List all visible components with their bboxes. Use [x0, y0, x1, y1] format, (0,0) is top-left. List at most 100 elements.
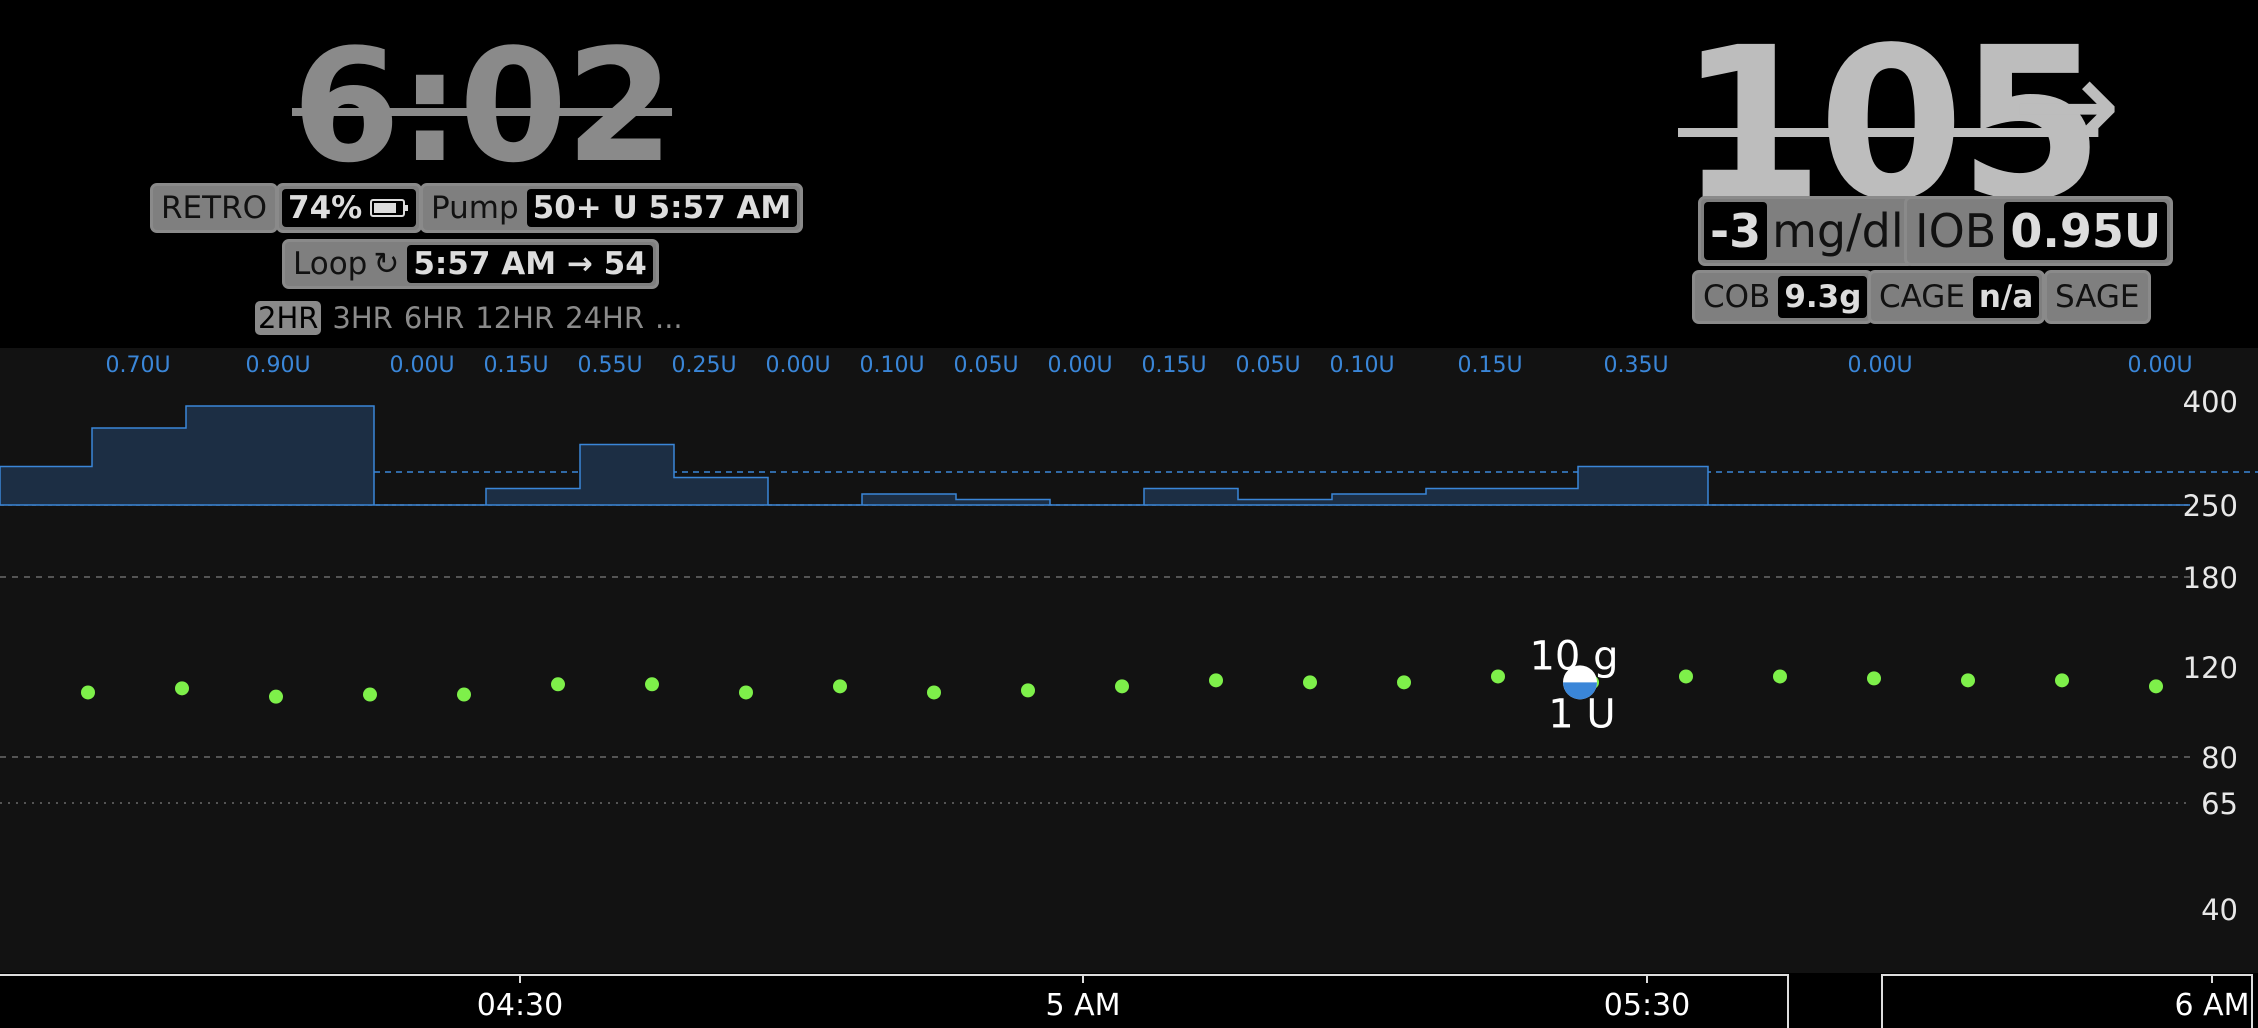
glucose-dot	[1021, 683, 1035, 698]
basal-label: 0.15U	[1457, 353, 1522, 378]
x-tick-label: 04:30	[477, 988, 563, 1023]
basal-label: 0.00U	[389, 353, 454, 378]
glucose-readings	[81, 669, 2163, 704]
cage-label: CAGE	[1879, 279, 1965, 315]
battery-pill[interactable]: 74%	[276, 183, 423, 233]
sage-pill[interactable]: SAGE	[2044, 270, 2151, 324]
retro-pill[interactable]: RETRO	[150, 183, 279, 233]
glucose-dot	[1115, 679, 1129, 694]
bg-delta: -3	[1704, 202, 1768, 260]
cob-pill[interactable]: COB 9.3g	[1692, 270, 1874, 324]
basal-label: 0.10U	[859, 353, 924, 378]
basal-label: 0.15U	[483, 353, 548, 378]
basal-area	[0, 405, 2190, 506]
basal-label: 0.05U	[953, 353, 1018, 378]
range-more[interactable]: ...	[654, 301, 683, 335]
battery-value: 74%	[282, 189, 417, 227]
glucose-dot	[1773, 669, 1787, 684]
glucose-dot	[1679, 669, 1693, 684]
basal-label: 0.10U	[1329, 353, 1394, 378]
trend-arrow: →	[2012, 29, 2121, 181]
carbs-label: 10 g	[1529, 633, 1618, 679]
glucose-dot	[2055, 673, 2069, 688]
glucose-dot	[1961, 673, 1975, 688]
pump-value: 50+ U 5:57 AM	[526, 189, 798, 227]
glucose-dot	[1491, 669, 1505, 684]
glucose-dot	[363, 687, 377, 702]
clock-time: 6:02	[292, 15, 674, 197]
glucose-dot	[1209, 673, 1223, 688]
glucose-dot	[2149, 679, 2163, 694]
battery-percent: 74%	[288, 190, 363, 226]
loop-value: 5:57 AM → 54	[407, 245, 653, 283]
current-bg-value: 105	[1678, 2, 2104, 247]
cage-pill[interactable]: CAGE n/a	[1868, 270, 2046, 324]
pump-pill[interactable]: Pump 50+ U 5:57 AM	[420, 183, 804, 233]
basal-label: 0.00U	[1847, 353, 1912, 378]
retro-label: RETRO	[161, 190, 268, 226]
x-tick-label: 6 AM	[2174, 988, 2249, 1023]
delta-pill[interactable]: -3 mg/dl	[1698, 196, 1915, 266]
time-range-selector: 2HR 3HR 6HR 12HR 24HR ...	[255, 301, 683, 335]
iob-pill[interactable]: IOB 0.95U	[1904, 196, 2174, 266]
y-tick-label: 80	[2201, 741, 2238, 775]
y-tick-label: 40	[2201, 893, 2238, 927]
glucose-dot	[269, 689, 283, 704]
glucose-dot	[1867, 671, 1881, 686]
pump-label: Pump	[431, 190, 519, 226]
cage-value: n/a	[1972, 276, 2040, 318]
y-tick-label: 250	[2183, 489, 2238, 523]
basal-profile	[0, 405, 2190, 506]
glucose-dot	[81, 685, 95, 700]
glucose-dot	[175, 681, 189, 696]
basal-label: 0.55U	[577, 353, 642, 378]
glucose-dot	[1303, 675, 1317, 690]
glucose-chart[interactable]: 0.70U 0.90U 0.00U 0.15U 0.55U 0.25U 0.00U 0.10U…	[0, 348, 2258, 973]
basal-label: 0.00U	[765, 353, 830, 378]
y-tick-label: 180	[2183, 561, 2238, 595]
treatment-marker[interactable]: 10 g 1 U	[1529, 633, 1618, 737]
battery-icon	[370, 199, 409, 217]
basal-label: 0.35U	[1603, 353, 1668, 378]
glucose-dot	[457, 687, 471, 702]
x-axis-line-right	[1881, 974, 2253, 1028]
x-axis: 04:30 5 AM 05:30 6 AM	[0, 973, 2258, 1028]
glucose-dot	[739, 685, 753, 700]
range-12hr[interactable]: 12HR	[475, 301, 555, 335]
x-tick-label: 05:30	[1604, 988, 1690, 1023]
basal-labels: 0.70U 0.90U 0.00U 0.15U 0.55U 0.25U 0.00U 0.10U…	[105, 353, 2192, 378]
basal-label: 0.70U	[105, 353, 170, 378]
insulin-label: 1 U	[1548, 691, 1615, 737]
basal-label: 0.05U	[1235, 353, 1300, 378]
cob-value: 9.3g	[1778, 276, 1868, 318]
sage-label: SAGE	[2055, 279, 2140, 315]
range-24hr[interactable]: 24HR	[565, 301, 644, 335]
y-tick-label: 65	[2201, 787, 2238, 821]
basal-label: 0.15U	[1141, 353, 1206, 378]
basal-label: 0.25U	[671, 353, 736, 378]
y-tick-label: 400	[2183, 385, 2238, 419]
bg-units: mg/dl	[1772, 204, 1904, 258]
glucose-dot	[1397, 675, 1411, 690]
insulin-marker	[1563, 682, 1597, 700]
basal-label: 0.00U	[1047, 353, 1112, 378]
x-axis-line-left	[0, 974, 1789, 1028]
loop-pill[interactable]: Loop ↻ 5:57 AM → 54	[282, 239, 659, 289]
range-3hr[interactable]: 3HR	[332, 301, 393, 335]
cob-label: COB	[1703, 279, 1771, 315]
iob-label: IOB	[1915, 204, 1997, 258]
basal-label: 0.90U	[245, 353, 310, 378]
grid-lines	[0, 471, 2258, 804]
basal-label: 0.00U	[2127, 353, 2192, 378]
iob-value: 0.95U	[2004, 202, 2168, 260]
status-header: 6:02 RETRO 74% Pump 50+ U 5:57 AM Loop ↻…	[0, 0, 2258, 348]
glucose-dot	[645, 677, 659, 692]
glucose-dot	[551, 677, 565, 692]
glucose-dot	[833, 679, 847, 694]
glucose-dot	[927, 685, 941, 700]
range-6hr[interactable]: 6HR	[403, 301, 465, 335]
loop-label-text: Loop	[293, 246, 368, 282]
range-2hr[interactable]: 2HR	[255, 301, 322, 335]
refresh-icon: ↻	[373, 246, 400, 282]
y-axis-labels: 400 250 180 120 80 65 40	[2183, 385, 2238, 927]
